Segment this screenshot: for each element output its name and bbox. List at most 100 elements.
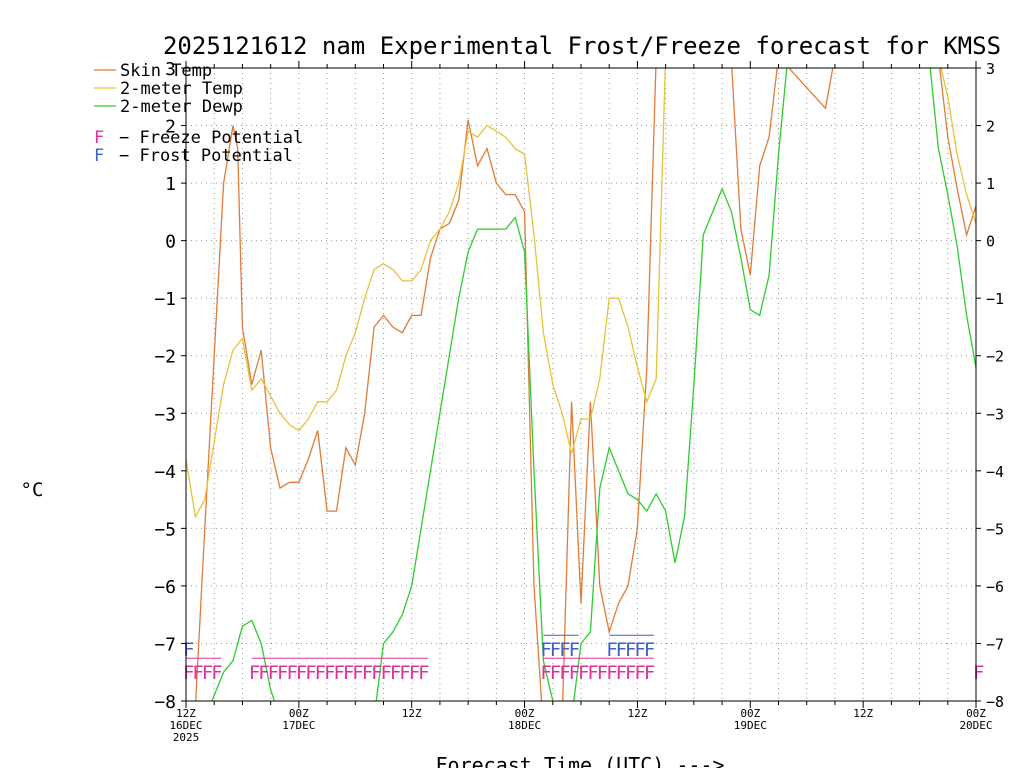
y-tick-label-right: 2 [986, 118, 995, 136]
y-tick-label-left: −1 [154, 289, 176, 310]
series-line-skin-temp [195, 68, 976, 701]
freeze-potential-mark: F [597, 662, 608, 684]
y-tick-label-right: 0 [986, 233, 995, 251]
y-tick-label-left: 0 [165, 232, 176, 253]
y-tick-label-right: −8 [986, 693, 1004, 711]
plot-frame [185, 67, 977, 702]
freeze-potential-mark: F [644, 662, 655, 684]
freeze-potential-mark: F [559, 662, 570, 684]
y-tick-label-left: −5 [154, 519, 176, 540]
freeze-potential-mark: F [606, 662, 617, 684]
freeze-potential-mark: F [409, 662, 420, 684]
freeze-potential-mark: F [540, 662, 551, 684]
freeze-potential-mark: F [268, 662, 279, 684]
y-tick-label-left: −6 [154, 577, 176, 598]
y-tick-label-right: −1 [986, 290, 1004, 308]
x-tick-label: 17DEC [282, 719, 315, 732]
y-tick-label-left: −7 [154, 634, 176, 655]
legend-mark-label: − Freeze Potential [119, 128, 303, 148]
y-tick-label-left: 3 [165, 59, 176, 80]
x-tick-label: 12Z [176, 707, 196, 720]
frost-potential-mark: F [540, 639, 551, 661]
y-tick-label-right: −5 [986, 520, 1004, 538]
y-tick-label-right: −6 [986, 578, 1004, 596]
y-tick-label-left: −8 [154, 692, 176, 713]
y-tick-label-right: 3 [986, 60, 995, 78]
freeze-potential-mark: F [973, 662, 984, 684]
freeze-potential-mark: F [371, 662, 382, 684]
freeze-potential-mark: F [343, 662, 354, 684]
x-tick-label: 2025 [173, 731, 200, 744]
data-series [186, 68, 976, 701]
freeze-potential-mark: F [352, 662, 363, 684]
freeze-potential-mark: F [587, 662, 598, 684]
x-tick-label: 12Z [627, 707, 647, 720]
legend-mark: F [94, 128, 104, 148]
freeze-potential-mark: F [578, 662, 589, 684]
y-tick-label-left: −2 [154, 347, 176, 368]
frost-potential-mark: F [559, 639, 570, 661]
y-tick-label-right: −3 [986, 405, 1004, 423]
freeze-potential-mark: F [625, 662, 636, 684]
freeze-potential-mark: F [286, 662, 297, 684]
frost-potential-mark: F [550, 639, 561, 661]
freeze-potential-mark: F [315, 662, 326, 684]
freeze-potential-mark: F [418, 662, 429, 684]
series-line-2-meter-temp [186, 68, 976, 519]
y-tick-label-right: 1 [986, 175, 995, 193]
freeze-potential-mark: F [211, 662, 222, 684]
x-tick-label: 00Z [966, 707, 986, 720]
x-tick-label: 18DEC [508, 719, 541, 732]
frost-potential-mark: F [625, 639, 636, 661]
frost-potential-mark: F [616, 639, 627, 661]
x-tick-label: 16DEC [169, 719, 202, 732]
legend-mark: F [94, 146, 104, 166]
legend-label: 2-meter Temp [120, 79, 243, 99]
x-tick-label: 12Z [402, 707, 422, 720]
freeze-potential-mark: F [381, 662, 392, 684]
y-tick-label-right: −2 [986, 348, 1004, 366]
freeze-potential-mark: F [202, 662, 213, 684]
freeze-potential-mark: F [183, 662, 194, 684]
y-tick-label-right: −7 [986, 635, 1004, 653]
y-tick-label-left: 1 [165, 174, 176, 195]
grid-lines [186, 68, 976, 701]
freeze-potential-mark: F [258, 662, 269, 684]
freeze-potential-mark: F [399, 662, 410, 684]
x-tick-label: 20DEC [959, 719, 992, 732]
freeze-potential-mark: F [550, 662, 561, 684]
x-tick-label: 19DEC [734, 719, 767, 732]
x-tick-label: 00Z [740, 707, 760, 720]
freeze-potential-mark: F [249, 662, 260, 684]
x-tick-label: 00Z [515, 707, 535, 720]
legend-label: Skin Temp [120, 61, 212, 81]
freeze-potential-mark: F [362, 662, 373, 684]
freeze-potential-mark: F [192, 662, 203, 684]
x-tick-label: 12Z [853, 707, 873, 720]
freeze-potential-mark: F [616, 662, 627, 684]
freeze-potential-mark: F [569, 662, 580, 684]
x-axis-label: Forecast Time (UTC) ---> [436, 753, 725, 768]
chart-title: 2025121612 nam Experimental Frost/Freeze… [163, 32, 1001, 60]
freeze-potential-mark: F [634, 662, 645, 684]
axes: −8 −8 −7 −7 −6 −6 −5 −5 −4 −4 −3 −3 −2 −2 −1 −1 0 0 1 1 2 2 3 3… [154, 59, 1004, 744]
y-tick-label-left: −4 [154, 462, 176, 483]
freeze-potential-mark: F [333, 662, 344, 684]
x-tick-label: 00Z [289, 707, 309, 720]
freeze-potential-mark: F [296, 662, 307, 684]
freeze-potential-mark: F [324, 662, 335, 684]
frost-potential-mark: F [606, 639, 617, 661]
y-tick-label-right: −4 [986, 463, 1004, 481]
freeze-potential-mark: F [277, 662, 288, 684]
frost-potential-mark: F [569, 639, 580, 661]
frost-potential-mark: F [183, 639, 194, 661]
frost-potential-mark: F [644, 639, 655, 661]
y-axis-label: °C [21, 479, 44, 501]
y-tick-label-left: 2 [165, 117, 176, 138]
legend-label: 2-meter Dewp [120, 97, 243, 117]
series-line-2-meter-dewp [211, 68, 976, 701]
legend-mark-label: − Frost Potential [119, 146, 293, 166]
